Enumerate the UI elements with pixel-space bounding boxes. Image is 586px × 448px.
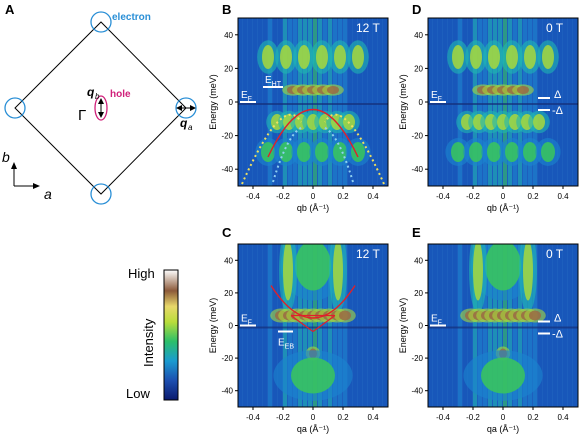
y-tick-label: -40 bbox=[221, 165, 233, 174]
hole-label: hole bbox=[110, 89, 131, 100]
electron-pocket-left bbox=[4, 97, 26, 119]
y-axis-label: Energy (meV) bbox=[398, 74, 408, 130]
y-tick-label: 20 bbox=[224, 64, 233, 73]
gamma-label: Γ bbox=[78, 107, 86, 124]
y-tick-label: -20 bbox=[221, 354, 233, 363]
ef-label-b: EF bbox=[241, 90, 252, 103]
x-tick-label: 0.4 bbox=[367, 413, 379, 422]
panel-b: 12 T EF EHT -0.4 -0.2 0 0.2 0.4 40 20 0 -20 -40 qb (Å… bbox=[208, 17, 389, 213]
x-tick-label: 0.2 bbox=[527, 192, 539, 201]
x-axis-label: qb (Å⁻¹) bbox=[297, 203, 329, 213]
x-tick-label: 0 bbox=[501, 192, 506, 201]
x-tick-label: -0.4 bbox=[436, 192, 450, 201]
x-tick-label: 0.2 bbox=[337, 413, 349, 422]
electron-pocket-top bbox=[90, 11, 112, 33]
eeb-label: EEB bbox=[278, 338, 294, 351]
y-tick-label: 40 bbox=[224, 31, 233, 40]
y-tick-label: -40 bbox=[411, 387, 423, 396]
ef-label-d: EF bbox=[431, 90, 442, 103]
x-tick-label: -0.2 bbox=[276, 413, 290, 422]
x-tick-label: -0.2 bbox=[276, 192, 290, 201]
panel-letter-a: A bbox=[5, 2, 15, 17]
y-tick-label: 20 bbox=[414, 64, 423, 73]
y-tick-label: -20 bbox=[411, 354, 423, 363]
panel-d: 0 T EF Δ -Δ -0.4 -0.2 0 0.2 0.4 40 20 0 -20 -40 qb (Å⁻… bbox=[398, 17, 579, 213]
y-tick-label: 20 bbox=[224, 289, 233, 298]
panel-letter-d: D bbox=[412, 2, 422, 17]
y-tick-label: 0 bbox=[419, 98, 424, 107]
axis-b-label: b bbox=[2, 149, 10, 165]
y-tick-label: 40 bbox=[414, 256, 423, 265]
y-axis-label: Energy (meV) bbox=[208, 298, 218, 354]
panel-c: 12 T EF EEB -0.4 -0.2 0 0.2 0.4 40 20 0 -20 -40 qa (Å… bbox=[208, 243, 389, 434]
intensity-colorbar: High Low Intensity bbox=[126, 266, 179, 401]
colorbar-high: High bbox=[128, 266, 155, 281]
qb-label: q bbox=[87, 85, 95, 99]
y-tick-label: -20 bbox=[411, 132, 423, 141]
delta-neg-label: -Δ bbox=[552, 329, 564, 341]
axis-a-label: a bbox=[44, 186, 52, 202]
x-tick-label: -0.4 bbox=[246, 413, 260, 422]
electron-label: electron bbox=[112, 12, 151, 23]
y-axis-label: Energy (meV) bbox=[208, 74, 218, 130]
y-tick-label: -40 bbox=[221, 387, 233, 396]
colorbar-label: Intensity bbox=[141, 318, 156, 367]
x-tick-label: -0.2 bbox=[466, 192, 480, 201]
hole-pocket bbox=[94, 95, 108, 121]
x-tick-label: -0.4 bbox=[246, 192, 260, 201]
panel-letter-e: E bbox=[412, 225, 421, 240]
delta-pos-label: Δ bbox=[554, 313, 562, 325]
field-label-d: 0 T bbox=[546, 21, 564, 35]
field-label-c: 12 T bbox=[356, 247, 380, 261]
delta-neg-label: -Δ bbox=[552, 105, 564, 117]
y-tick-label: 0 bbox=[229, 322, 234, 331]
x-tick-label: 0.4 bbox=[557, 192, 569, 201]
delta-pos-label: Δ bbox=[554, 89, 562, 101]
field-label-b: 12 T bbox=[356, 21, 380, 35]
ef-label-e: EF bbox=[431, 314, 442, 327]
colorbar-low: Low bbox=[126, 386, 150, 401]
x-tick-label: 0.4 bbox=[367, 192, 379, 201]
y-tick-label: -20 bbox=[221, 132, 233, 141]
y-axis-label: Energy (meV) bbox=[398, 298, 408, 354]
y-tick-label: 40 bbox=[224, 256, 233, 265]
qa-label: q bbox=[180, 116, 188, 130]
y-tick-label: -40 bbox=[411, 165, 423, 174]
y-tick-label: 40 bbox=[414, 31, 423, 40]
x-tick-label: 0.2 bbox=[527, 413, 539, 422]
x-axis-label: qa (Å⁻¹) bbox=[297, 424, 329, 434]
brillouin-zone-schematic: electron hole Γ q b q a b a bbox=[2, 11, 197, 205]
x-tick-label: -0.2 bbox=[466, 413, 480, 422]
qb-subscript: b bbox=[95, 92, 100, 101]
ef-label-c: EF bbox=[241, 314, 252, 327]
x-tick-label: 0 bbox=[501, 413, 506, 422]
x-axis-label: qa (Å⁻¹) bbox=[487, 424, 519, 434]
x-tick-label: 0.2 bbox=[337, 192, 349, 201]
electron-pocket-bottom bbox=[90, 183, 112, 205]
field-label-e: 0 T bbox=[546, 247, 564, 261]
panel-letter-b: B bbox=[222, 2, 232, 17]
qa-subscript: a bbox=[188, 123, 193, 132]
x-tick-label: 0 bbox=[311, 413, 316, 422]
x-tick-label: -0.4 bbox=[436, 413, 450, 422]
eht-label: EHT bbox=[265, 75, 282, 88]
x-axis-label: qb (Å⁻¹) bbox=[487, 203, 519, 213]
panel-letter-c: C bbox=[222, 225, 232, 240]
y-tick-label: 0 bbox=[229, 98, 234, 107]
x-tick-label: 0.4 bbox=[557, 413, 569, 422]
panel-e: 0 T EF Δ -Δ -0.4 -0.2 0 0.2 0.4 40 20 0 -20 -40 qa (Å⁻… bbox=[398, 243, 579, 434]
y-tick-label: 0 bbox=[419, 322, 424, 331]
y-tick-label: 20 bbox=[414, 289, 423, 298]
x-tick-label: 0 bbox=[311, 192, 316, 201]
